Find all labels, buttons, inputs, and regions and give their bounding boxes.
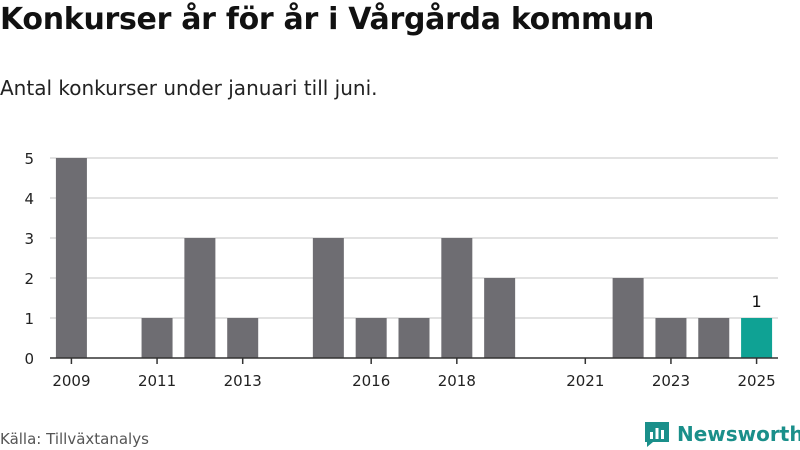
y-tick-label: 0 <box>24 350 34 368</box>
y-tick-label: 5 <box>24 150 34 168</box>
bar <box>441 238 473 358</box>
source-note: Källa: Tillväxtanalys <box>0 430 149 448</box>
x-tick-label: 2009 <box>52 372 90 390</box>
y-tick-label: 2 <box>24 270 34 288</box>
x-tick-label: 2011 <box>138 372 176 390</box>
bar <box>398 318 430 358</box>
bar <box>355 318 387 358</box>
x-tick-label: 2016 <box>352 372 390 390</box>
bar <box>141 318 173 358</box>
data-label: 1 <box>751 292 761 311</box>
bar <box>698 318 730 358</box>
x-tick-label: 2013 <box>224 372 262 390</box>
bar <box>741 318 773 358</box>
bar <box>612 278 644 358</box>
brand-logo: Newsworthy <box>643 420 800 448</box>
x-tick-label: 2018 <box>438 372 476 390</box>
brand-name: Newsworthy <box>677 422 800 446</box>
y-tick-label: 4 <box>24 190 34 208</box>
bar <box>55 158 87 358</box>
x-tick-label: 2021 <box>566 372 604 390</box>
bar <box>184 238 216 358</box>
chart-subtitle: Antal konkurser under januari till juni. <box>0 76 378 100</box>
bar <box>312 238 344 358</box>
y-tick-label: 1 <box>24 310 34 328</box>
bar <box>484 278 516 358</box>
bar <box>227 318 259 358</box>
x-tick-label: 2023 <box>652 372 690 390</box>
bar <box>655 318 687 358</box>
newsworthy-logo-icon <box>645 422 669 447</box>
y-tick-label: 3 <box>24 230 34 248</box>
x-tick-label: 2025 <box>737 372 775 390</box>
chart-title: Konkurser år för år i Vårgårda kommun <box>0 2 655 37</box>
